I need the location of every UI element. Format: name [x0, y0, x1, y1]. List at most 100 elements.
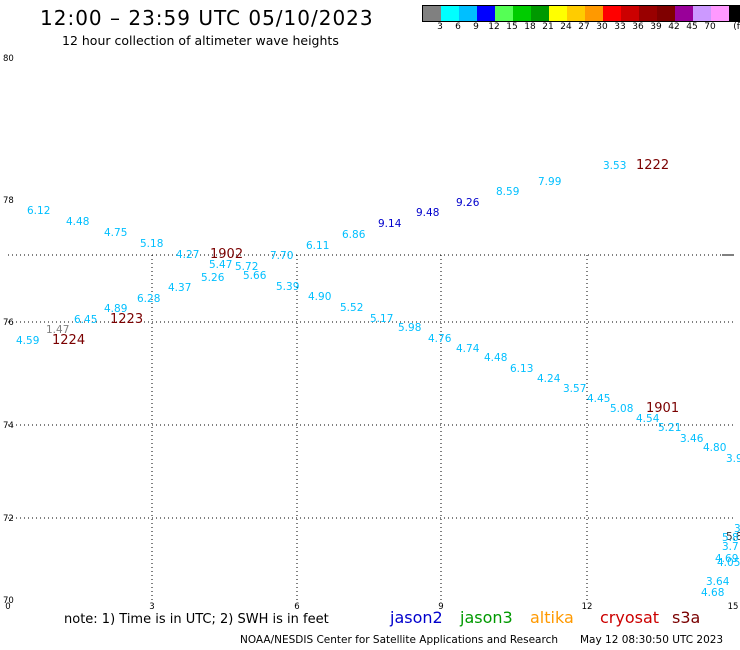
satellite-label-cryosat: cryosat: [600, 608, 660, 627]
wave-height-value: 6.12: [27, 205, 50, 217]
legend-swatch: [567, 6, 585, 21]
legend-swatch: [693, 6, 711, 21]
latitude-label: 78: [3, 196, 14, 206]
legend-value-label: 9: [473, 22, 479, 32]
wave-height-value: 4.80: [703, 442, 726, 454]
page-subtitle: 12 hour collection of altimeter wave hei…: [62, 33, 339, 48]
wave-height-value: 5.39: [276, 281, 299, 293]
longitude-label: 12: [582, 602, 593, 612]
wave-height-value: 6.11: [306, 240, 329, 252]
wave-height-value: 5.98: [398, 322, 421, 334]
wave-height-value: 3.7: [722, 541, 739, 553]
legend-swatch: [657, 6, 675, 21]
legend-swatch: [441, 6, 459, 21]
wave-height-value: 4.75: [104, 227, 127, 239]
latitude-label: 72: [3, 514, 14, 524]
legend-swatch: [513, 6, 531, 21]
track-time-label: 1223: [110, 312, 143, 327]
track-time-label: 1901: [646, 401, 679, 416]
legend-value-label: 39: [650, 22, 662, 32]
legend-swatch: [423, 6, 441, 21]
legend-swatch: [729, 6, 740, 21]
track-time-label: 1902: [210, 247, 243, 262]
footer-note: note: 1) Time is in UTC; 2) SWH is in fe…: [64, 612, 329, 627]
wave-height-value: 5.72: [235, 261, 258, 273]
wave-height-value: 3.57: [563, 383, 586, 395]
wave-height-value: 6.13: [510, 363, 533, 375]
wave-height-value: 5.17: [370, 313, 393, 325]
wave-height-value: 5.47: [209, 259, 232, 271]
wave-height-value: 5.18: [140, 238, 163, 250]
legend-swatch: [549, 6, 567, 21]
legend-value-label: 33: [614, 22, 626, 32]
wave-height-value: 9.26: [456, 197, 480, 209]
wave-height-value: 4.76: [428, 333, 452, 345]
wave-height-value: 4.54: [636, 413, 660, 425]
longitude-label: 0: [5, 602, 10, 612]
wave-height-value: 3.9: [726, 453, 740, 465]
wave-height-value: 6.28: [137, 293, 160, 305]
legend-unit-label: (ft): [733, 22, 740, 32]
satellite-label-jason3: jason3: [460, 608, 513, 627]
legend-swatch: [585, 6, 603, 21]
satellite-label-altika: altika: [530, 608, 574, 627]
legend-swatch: [495, 6, 513, 21]
wave-height-value: 7.70: [270, 250, 293, 262]
page-title: 12:00 – 23:59 UTC 05/10/2023: [40, 6, 374, 30]
wave-height-value: 6.45: [74, 314, 97, 326]
map-grid: [8, 254, 735, 600]
wave-height-value: 6.86: [342, 229, 366, 241]
legend-swatch: [675, 6, 693, 21]
longitude-label: 3: [149, 602, 154, 612]
wave-height-value: 3: [734, 523, 740, 535]
legend-value-label: 42: [668, 22, 680, 32]
wave-height-value: 5.26: [201, 272, 225, 284]
latitude-label: 76: [3, 318, 14, 328]
legend-swatch: [711, 6, 729, 21]
wave-measurements: 6.12 4.48 4.75 5.18 4.27 7.70 6.11 6.86 9.14 9.48…: [16, 160, 740, 599]
wave-height-value: 5.66: [243, 270, 267, 282]
track-time-label: 1222: [636, 158, 669, 173]
latitude-label: 80: [3, 54, 14, 64]
satellite-label-jason2: jason2: [390, 608, 443, 627]
legend-swatch: [639, 6, 657, 21]
longitude-label: 6: [294, 602, 299, 612]
wave-height-value: 4.05: [717, 557, 740, 569]
legend-value-label: 70: [704, 22, 716, 32]
credit-line: NOAA/NESDIS Center for Satellite Applica…: [240, 634, 558, 646]
legend-swatch: [459, 6, 477, 21]
wave-height-value: 5.52: [340, 302, 363, 314]
wave-height-value: 5.08: [610, 403, 633, 415]
wave-height-value: 4.27: [176, 249, 199, 261]
axis-labels: 80 78 76 74 72 700 3 6 9 12 15: [3, 54, 738, 612]
satellite-label-s3a: s3a: [672, 608, 701, 627]
wave-height-value: 4.89: [104, 303, 127, 315]
legend-value-label: 18: [524, 22, 536, 32]
legend-value-label: 24: [560, 22, 572, 32]
track-time-labels: 1902 1222 1223 1224 1901: [52, 158, 679, 416]
wave-height-value: 9.14: [378, 218, 402, 230]
wave-height-value: 8.59: [496, 186, 519, 198]
wave-height-value: 4.69: [715, 553, 738, 565]
legend-value-label: 3: [437, 22, 443, 32]
legend-value-label: 12: [488, 22, 500, 32]
wave-height-value: 5.8: [726, 531, 740, 543]
latitude-label: 74: [3, 421, 14, 431]
wave-height-value: 3.53: [603, 160, 626, 172]
generation-timestamp: May 12 08:30:50 UTC 2023: [580, 634, 724, 646]
wave-height-value: 4.90: [308, 291, 331, 303]
wave-height-value: 4.48: [66, 216, 89, 228]
wave-height-value: 9.48: [416, 207, 439, 219]
wave-height-value: 3.46: [680, 433, 704, 445]
wave-height-value: 4.45: [587, 393, 610, 405]
longitude-label: 15: [728, 602, 739, 612]
latitude-label: 70: [3, 596, 14, 606]
wave-height-value: 4.74: [456, 343, 480, 355]
wave-height-value: 4.37: [168, 282, 191, 294]
legend-value-label: 30: [596, 22, 608, 32]
legend-swatch: [603, 6, 621, 21]
track-time-label: 1224: [52, 333, 85, 348]
wave-height-value: 4.59: [16, 335, 39, 347]
